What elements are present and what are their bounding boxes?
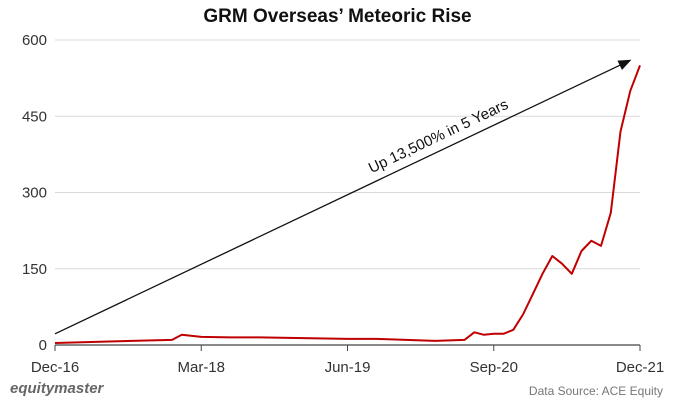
- annotation-label: Up 13,500% in 5 Years: [366, 96, 511, 177]
- series-group: [54, 65, 641, 344]
- y-tick-label: 0: [39, 337, 47, 354]
- x-tick-label: Dec-21: [616, 359, 664, 376]
- x-tick-label: Mar-18: [177, 359, 225, 376]
- x-tick-label: Sep-20: [470, 359, 518, 376]
- brand-logo: equitymaster: [10, 380, 104, 397]
- y-tick-label: 300: [22, 185, 47, 202]
- x-tick-label: Jun-19: [325, 359, 371, 376]
- x-tick-label: Dec-16: [31, 359, 79, 376]
- series-line: [54, 65, 641, 344]
- y-axis-ticks: 0 150 300 450 600: [22, 32, 47, 354]
- gridlines: [55, 39, 640, 270]
- data-source: Data Source: ACE Equity: [528, 384, 663, 398]
- y-tick-label: 450: [22, 108, 47, 125]
- x-axis-ticks: Dec-16 Mar-18 Jun-19 Sep-20 Dec-21: [31, 345, 664, 376]
- annotation-group: Up 13,500% in 5 Years: [54, 59, 632, 335]
- y-tick-label: 600: [22, 32, 47, 49]
- chart-title: GRM Overseas’ Meteoric Rise: [203, 6, 472, 27]
- annotation-arrow: [54, 59, 632, 335]
- y-tick-label: 150: [22, 261, 47, 278]
